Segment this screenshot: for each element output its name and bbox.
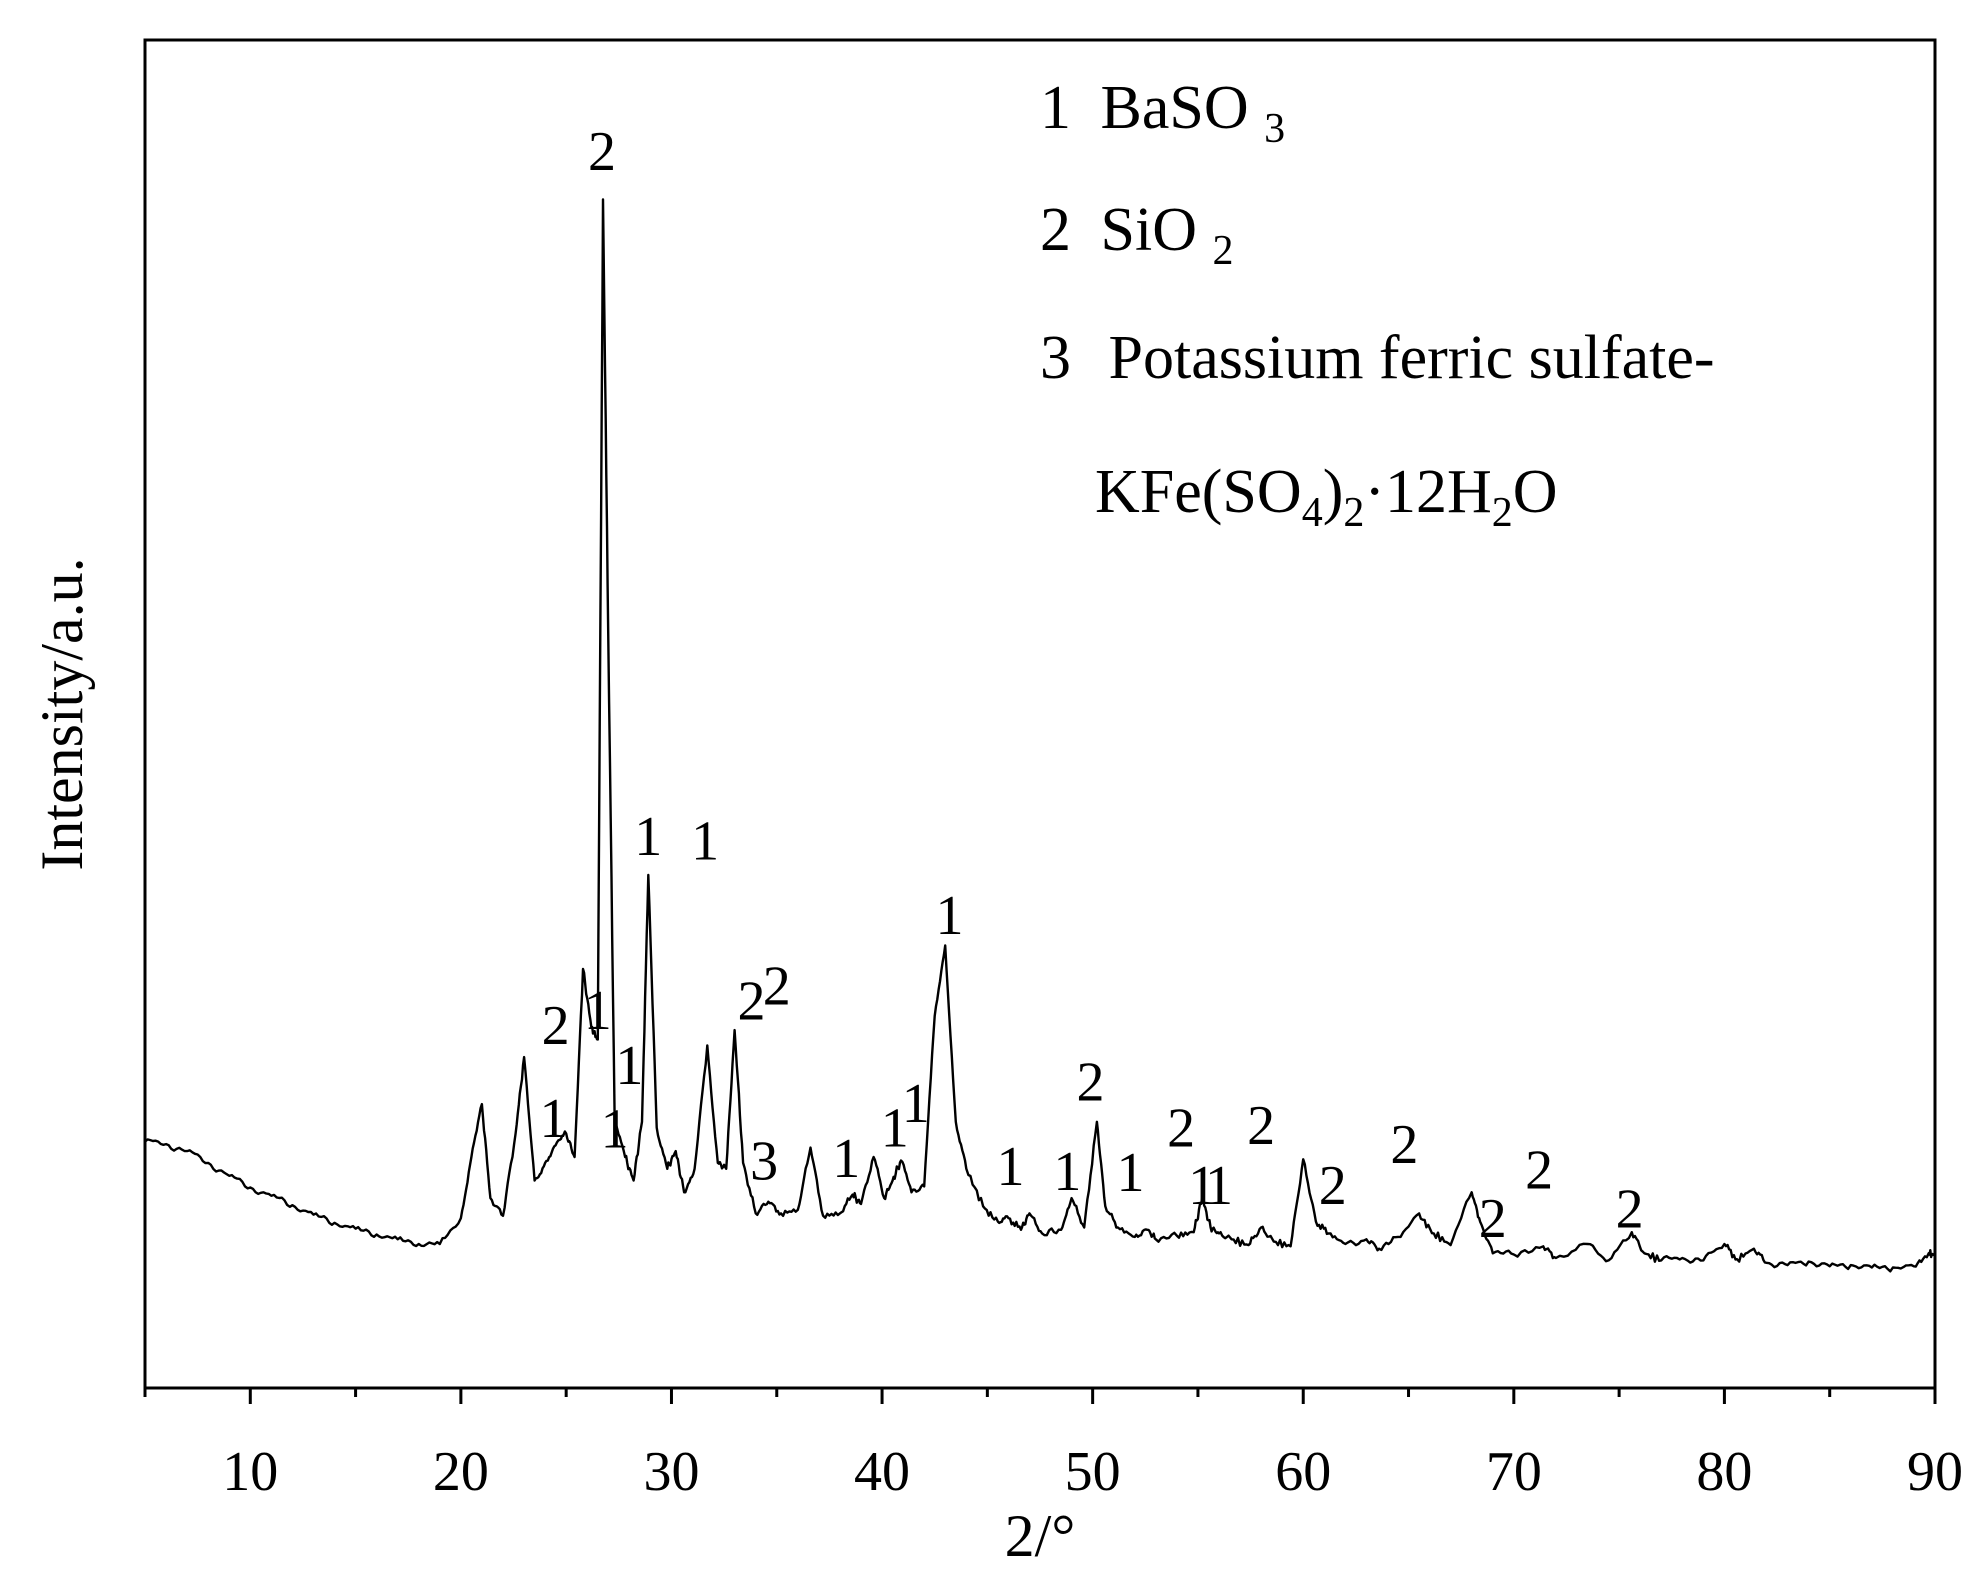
peak-label: 1 <box>935 885 963 947</box>
legend-entry-1: 1 BaSO 3 <box>1040 74 1285 152</box>
x-tick-label: 40 <box>854 1441 910 1503</box>
formula-sub-2: 2 <box>1343 490 1364 536</box>
x-tick-label: 70 <box>1486 1441 1542 1503</box>
legend-entry-2: 2 SiO 2 <box>1040 196 1233 274</box>
x-tick-label: 50 <box>1065 1441 1121 1503</box>
legend-entry-3: 3 Potassium ferric sulfate- <box>1040 324 1715 392</box>
peak-label: 2 <box>1390 1114 1418 1176</box>
formula-sub-1: 4 <box>1302 490 1323 536</box>
peak-label: 1 <box>584 980 612 1042</box>
peak-label: 2 <box>1247 1095 1275 1157</box>
formula-part-4: O <box>1513 458 1558 526</box>
peak-label: 1 <box>615 1035 643 1097</box>
peak-label: 3 <box>750 1130 778 1192</box>
peak-label: 2 <box>1077 1052 1105 1114</box>
legend-entry-1-sub: 3 <box>1264 106 1285 152</box>
peak-label: 1 <box>540 1088 568 1150</box>
peak-label: 1 <box>1188 1155 1216 1217</box>
peak-label: 2 <box>1167 1097 1195 1159</box>
formula-sub-3: 2 <box>1492 490 1513 536</box>
x-tick-label: 90 <box>1907 1441 1963 1503</box>
peak-label: 1 <box>881 1097 909 1159</box>
peak-label: 2 <box>1525 1140 1553 1202</box>
legend-entry-2-sub: 2 <box>1212 228 1233 274</box>
peak-label: 1 <box>1205 1155 1233 1217</box>
x-tick-label: 60 <box>1275 1441 1331 1503</box>
peak-label: 2 <box>763 955 791 1017</box>
x-tick-label: 10 <box>222 1441 278 1503</box>
peak-label: 2 <box>1616 1179 1644 1241</box>
x-ticks <box>143 1388 1937 1404</box>
legend-entry-2-formula: SiO <box>1101 196 1197 264</box>
legend-entry-3-formula: Potassium ferric sulfate- <box>1109 324 1715 392</box>
diffraction-line <box>144 198 1936 1273</box>
peak-label: 1 <box>634 806 662 868</box>
legend-entry-1-formula: BaSO <box>1101 74 1249 142</box>
y-axis-label: Intensity/a.u. <box>29 557 95 870</box>
x-tick-label: 20 <box>433 1441 489 1503</box>
plot-frame <box>143 38 1937 1390</box>
legend-entry-3-num: 3 <box>1040 324 1071 392</box>
formula-part-3: ·12H <box>1364 458 1491 526</box>
peak-label: 1 <box>997 1136 1025 1198</box>
x-tick-label: 80 <box>1696 1441 1752 1503</box>
peak-label: 2 <box>588 121 616 183</box>
x-tick-label: 30 <box>643 1441 699 1503</box>
peak-label: 2 <box>737 971 765 1033</box>
peak-label: 1 <box>1117 1142 1145 1204</box>
formula-part-2: ) <box>1323 458 1344 526</box>
legend-entry-1-num: 1 <box>1040 74 1071 142</box>
peak-label: 1 <box>832 1128 860 1190</box>
formula-part-1: KFe(SO <box>1095 458 1302 526</box>
legend: 1 BaSO 3 2 SiO 2 3 Potassium ferric sulf… <box>1040 74 1715 536</box>
peak-label: 1 <box>1053 1141 1081 1203</box>
peak-label: 1 <box>601 1099 629 1161</box>
peak-label: 1 <box>691 811 719 873</box>
peak-label: 2 <box>1479 1188 1507 1250</box>
legend-entry-2-num: 2 <box>1040 196 1071 264</box>
peak-label: 2 <box>542 995 570 1057</box>
peak-label: 2 <box>1319 1155 1347 1217</box>
peak-label: 1 <box>902 1073 930 1135</box>
legend-entry-3-formula-line2: KFe(SO4)2·12H2O <box>1095 458 1558 536</box>
x-axis-label: 2/° <box>1005 1503 1076 1569</box>
x-tick-labels: 10 20 30 40 50 60 70 80 90 <box>222 1441 1963 1503</box>
